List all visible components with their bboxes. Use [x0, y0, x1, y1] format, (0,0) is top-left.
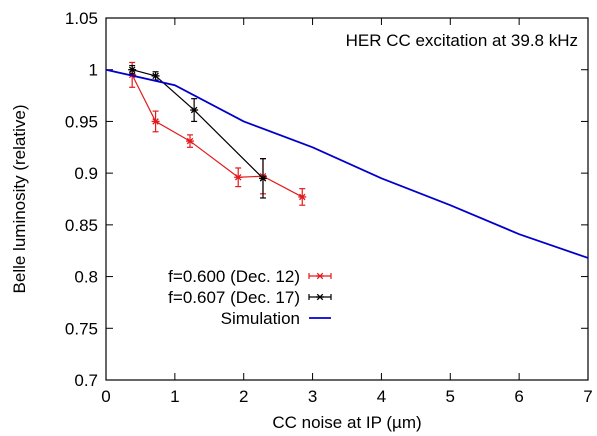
- legend-symbol-f0600: [308, 272, 332, 280]
- data-point: [151, 71, 160, 81]
- plot-frame: [105, 17, 589, 381]
- series-0: [128, 61, 307, 206]
- data-point: [186, 134, 195, 148]
- y-tick-label: 1: [89, 61, 98, 80]
- y-axis-ticks: 0.7 0.75 0.8 0.85 0.9 0.95 1 1.05: [65, 9, 588, 390]
- marker-stroke: [190, 106, 198, 114]
- annotation-text: HER CC excitation at 39.8 kHz: [346, 31, 578, 50]
- marker-stroke: [298, 193, 306, 201]
- marker-stroke: [316, 293, 324, 301]
- x-axis-ticks: 0 1 2 3 4 5 6 7: [101, 18, 593, 406]
- marker-stroke: [234, 174, 242, 181]
- marker-stroke: [316, 272, 324, 280]
- legend-label-f0607: f=0.607 (Dec. 17): [168, 288, 300, 307]
- point-marker: [186, 137, 195, 145]
- data-point: [298, 188, 307, 206]
- marker-stroke: [128, 66, 136, 73]
- point-marker: [190, 106, 199, 114]
- data-point: [258, 158, 267, 199]
- data-point: [128, 64, 137, 75]
- marker-stroke: [259, 175, 267, 182]
- y-tick-label: 1.05: [65, 9, 98, 28]
- marker-stroke: [152, 72, 159, 80]
- x-tick-label: 5: [446, 387, 455, 406]
- y-tick-label: 0.95: [65, 112, 98, 131]
- data-point: [151, 110, 160, 133]
- y-tick-label: 0.75: [65, 319, 98, 338]
- y-tick-label: 0.9: [74, 164, 98, 183]
- marker-stroke: [152, 118, 159, 125]
- marker-stroke: [186, 137, 194, 145]
- y-tick-label: 0.8: [74, 268, 98, 287]
- point-marker: [151, 118, 160, 125]
- y-axis-title: Belle luminosity (relative): [10, 105, 29, 294]
- legend-marker: [316, 272, 324, 280]
- series-line: [132, 69, 264, 179]
- x-tick-label: 1: [170, 387, 179, 406]
- legend-entry-simulation: Simulation: [221, 309, 331, 328]
- series-line: [105, 68, 589, 259]
- series-layer: [105, 61, 589, 259]
- legend-symbol-f0607: [308, 293, 332, 301]
- point-marker: [298, 193, 307, 201]
- legend-entry-f0607: f=0.607 (Dec. 17): [168, 288, 332, 307]
- point-marker: [128, 66, 137, 73]
- legend: f=0.600 (Dec. 12) f=0.607 (Dec. 17) Simu…: [168, 267, 332, 328]
- legend-label-simulation: Simulation: [221, 309, 300, 328]
- x-tick-label: 6: [514, 387, 523, 406]
- data-point: [190, 98, 199, 123]
- y-tick-label: 0.85: [65, 216, 98, 235]
- point-marker: [151, 72, 160, 80]
- x-tick-label: 4: [377, 387, 386, 406]
- data-point: [234, 167, 243, 188]
- x-tick-label: 7: [583, 387, 592, 406]
- legend-entry-f0600: f=0.600 (Dec. 12): [168, 267, 332, 286]
- series-line: [131, 74, 303, 198]
- y-tick-label: 0.7: [74, 371, 98, 390]
- legend-label-f0600: f=0.600 (Dec. 12): [168, 267, 300, 286]
- point-marker: [234, 174, 243, 181]
- x-tick-label: 3: [308, 387, 317, 406]
- series-1: [128, 64, 267, 199]
- legend-marker: [316, 293, 324, 301]
- series-2: [105, 68, 589, 259]
- x-tick-label: 0: [101, 387, 110, 406]
- x-tick-label: 2: [239, 387, 248, 406]
- point-marker: [258, 175, 267, 182]
- x-axis-title: CC noise at IP (µm): [272, 413, 421, 432]
